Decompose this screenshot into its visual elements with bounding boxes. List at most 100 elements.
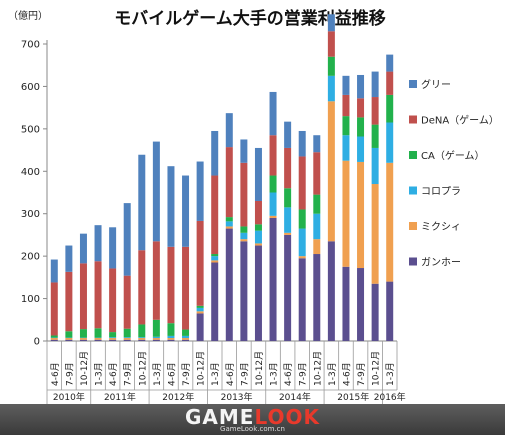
bar-segment xyxy=(313,194,321,214)
legend-label: コロプラ xyxy=(421,186,461,198)
x-tick-label: 7-9月 xyxy=(239,362,250,386)
bar-segment xyxy=(254,243,262,246)
y-tick-label: 200 xyxy=(21,252,40,263)
bar-segment xyxy=(386,94,394,123)
bar-segment xyxy=(342,75,350,95)
watermark-logo: GAMELOOK xyxy=(184,405,320,429)
x-tick-label: 1-3月 xyxy=(94,362,105,386)
legend-label: DeNA（ゲーム） xyxy=(421,115,499,127)
bar-segment xyxy=(342,116,350,136)
bar-segment xyxy=(152,336,160,339)
bar-segment xyxy=(94,339,102,341)
bar-segment xyxy=(79,329,87,338)
x-tick-label: 1-3月 xyxy=(385,362,396,386)
x-tick-label: 4-6月 xyxy=(166,362,177,386)
x-tick-label: 4-6月 xyxy=(283,362,294,386)
bar-segment xyxy=(269,91,277,136)
bar-segment xyxy=(225,226,233,229)
bar-segment xyxy=(138,154,146,251)
bar-segment xyxy=(94,261,102,329)
bar-segment xyxy=(284,234,292,341)
bar-segment xyxy=(79,263,87,330)
bar-segment xyxy=(65,245,73,272)
bar-segment xyxy=(269,217,277,341)
y-tick-label: 500 xyxy=(21,124,40,135)
x-tick-label: 10-12月 xyxy=(137,351,148,386)
bar-segment xyxy=(182,338,190,340)
year-label: 2016年 xyxy=(374,391,406,403)
x-tick-label: 1-3月 xyxy=(327,362,338,386)
legend-swatch xyxy=(409,115,417,124)
bar-segment xyxy=(109,332,117,338)
watermark-banner: GAMELOOK GameLook.com.cn xyxy=(0,404,505,435)
year-label: 2011年 xyxy=(104,391,136,403)
bar-segment xyxy=(138,337,146,339)
bar-segment xyxy=(50,282,58,336)
bar-segment xyxy=(225,228,233,341)
bar-segment xyxy=(211,262,219,341)
bar-segment xyxy=(386,162,394,282)
bar-segment xyxy=(123,337,131,339)
bar-segment xyxy=(225,147,233,218)
bar-segment xyxy=(138,250,146,325)
bar-segment xyxy=(327,14,335,32)
bar-segment xyxy=(269,215,277,218)
x-tick-label: 7-9月 xyxy=(181,362,192,386)
bar-segment xyxy=(167,338,175,340)
bar-segment xyxy=(357,136,365,162)
bar-segment xyxy=(284,207,292,233)
bar-segment xyxy=(254,200,262,225)
year-label: 2014年 xyxy=(279,391,311,403)
bar-segment xyxy=(152,339,160,341)
legend-swatch xyxy=(409,151,417,159)
bar-segment xyxy=(254,245,262,341)
bar-segment xyxy=(123,338,131,340)
bar-segment xyxy=(342,94,350,117)
x-tick-label: 10-12月 xyxy=(254,351,265,386)
bar-segment xyxy=(386,71,394,95)
bar-segment xyxy=(65,338,73,340)
bar-segment xyxy=(269,135,277,176)
bar-segment xyxy=(327,241,335,341)
bar-segment xyxy=(313,135,321,153)
bar-segment xyxy=(138,339,146,341)
bar-segment xyxy=(211,254,219,257)
bar-segment xyxy=(182,335,190,339)
bar-segment xyxy=(371,283,379,341)
x-tick-label: 7-9月 xyxy=(298,362,309,386)
x-tick-label: 1-3月 xyxy=(152,362,163,386)
bar-segment xyxy=(167,246,175,324)
bar-segment xyxy=(327,75,335,102)
bar-segment xyxy=(152,319,160,337)
bar-segment xyxy=(211,130,219,176)
bar-segment xyxy=(182,175,190,247)
year-label: 2015年 xyxy=(337,391,369,403)
bar-segment xyxy=(386,122,394,163)
chart-title: モバイルゲーム大手の営業利益推移 xyxy=(114,9,386,29)
bar-segment xyxy=(152,141,160,242)
legend-label: ミクシィ xyxy=(421,221,461,233)
x-tick-label: 7-9月 xyxy=(64,362,75,386)
x-tick-label: 4-6月 xyxy=(50,362,61,386)
bar-segment xyxy=(152,338,160,340)
bar-segment xyxy=(327,101,335,242)
bar-segment xyxy=(240,226,248,233)
bar-segment xyxy=(313,213,321,240)
bar-segment xyxy=(167,339,175,341)
bar-segment xyxy=(109,337,117,339)
x-tick-label: 10-12月 xyxy=(79,351,90,386)
bar-segment xyxy=(50,259,58,283)
x-tick-label: 7-9月 xyxy=(123,362,134,386)
bar-segment xyxy=(138,338,146,340)
bar-segment xyxy=(211,256,219,261)
y-tick-label: 700 xyxy=(21,40,40,51)
bar-segment xyxy=(269,175,277,193)
bar-segment xyxy=(240,241,248,341)
x-tick-label: 4-6月 xyxy=(108,362,119,386)
y-axis-unit-label: （億円） xyxy=(8,11,48,22)
bar-segment xyxy=(167,323,175,336)
bar-segment xyxy=(109,339,117,341)
bar-segment xyxy=(254,230,262,244)
bar-segment xyxy=(79,233,87,264)
bar-segment xyxy=(254,147,262,201)
